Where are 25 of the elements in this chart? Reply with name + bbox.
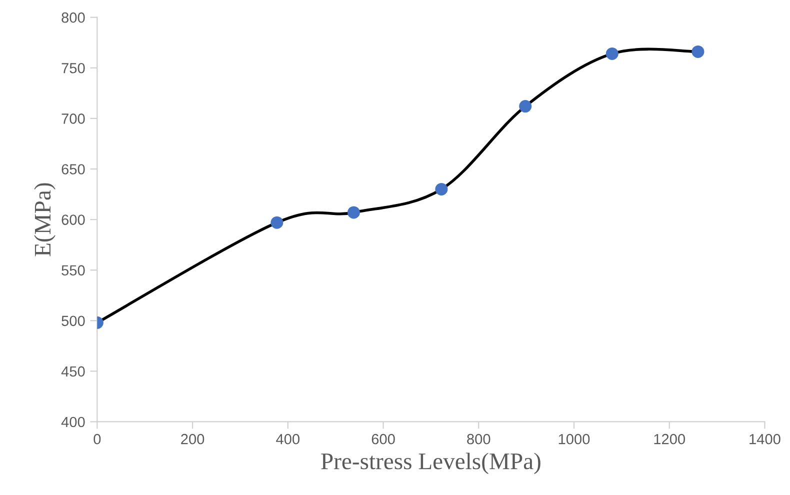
y-tick-label: 650 <box>62 164 85 174</box>
y-tick-label: 700 <box>62 114 85 124</box>
point <box>519 100 532 113</box>
point <box>692 45 704 58</box>
y-tick-label: 400 <box>61 416 85 428</box>
point <box>270 216 284 229</box>
y-tick-label: 600 <box>62 214 85 225</box>
x-tick-label: 1000 <box>558 434 590 444</box>
y-tick-label: 450 <box>61 366 85 377</box>
point <box>435 182 448 196</box>
x-tick-label: 400 <box>276 434 300 444</box>
x-tick-label: 200 <box>181 434 204 444</box>
x-tick-label: 1200 <box>654 434 686 444</box>
x-axis-title: Pre-stress Levels(MPa) <box>321 452 540 474</box>
x-tick-label: 800 <box>467 434 490 444</box>
x-tick-label: 0 <box>94 434 101 444</box>
y-tick-label: 550 <box>62 265 85 276</box>
y-tick-label: 500 <box>62 316 85 326</box>
point <box>606 47 618 60</box>
x-tick-label: 600 <box>372 434 395 444</box>
x-tick-label: 1400 <box>750 434 780 444</box>
y-tick-label: 800 <box>62 12 85 23</box>
y-axis-title: E(MPa) <box>34 183 56 256</box>
y-tick-label: 750 <box>62 62 85 74</box>
point <box>347 206 360 219</box>
